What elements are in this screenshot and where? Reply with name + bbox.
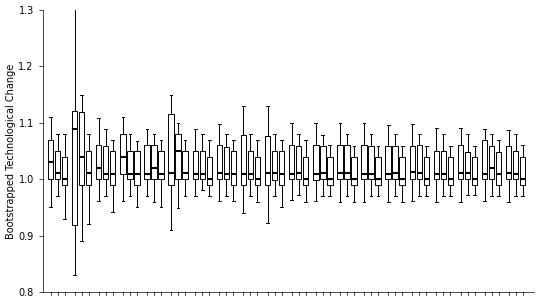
PathPatch shape <box>55 151 60 179</box>
PathPatch shape <box>400 157 405 185</box>
PathPatch shape <box>303 157 308 185</box>
PathPatch shape <box>48 140 53 179</box>
PathPatch shape <box>489 146 495 179</box>
PathPatch shape <box>158 151 164 179</box>
PathPatch shape <box>110 151 116 185</box>
PathPatch shape <box>168 114 174 185</box>
PathPatch shape <box>361 145 367 179</box>
PathPatch shape <box>289 145 294 179</box>
PathPatch shape <box>423 157 429 185</box>
PathPatch shape <box>86 151 91 185</box>
PathPatch shape <box>520 157 525 185</box>
PathPatch shape <box>120 134 126 174</box>
PathPatch shape <box>151 146 157 179</box>
PathPatch shape <box>255 157 260 185</box>
PathPatch shape <box>496 152 501 185</box>
PathPatch shape <box>368 146 374 179</box>
PathPatch shape <box>337 145 343 179</box>
PathPatch shape <box>434 151 439 179</box>
PathPatch shape <box>320 146 326 179</box>
PathPatch shape <box>416 145 422 179</box>
PathPatch shape <box>386 146 391 179</box>
PathPatch shape <box>513 151 518 179</box>
PathPatch shape <box>472 157 477 185</box>
PathPatch shape <box>127 151 133 179</box>
PathPatch shape <box>231 151 236 185</box>
PathPatch shape <box>375 157 381 185</box>
PathPatch shape <box>279 151 285 185</box>
PathPatch shape <box>144 145 150 179</box>
PathPatch shape <box>103 146 109 179</box>
PathPatch shape <box>351 157 356 185</box>
PathPatch shape <box>296 146 301 179</box>
PathPatch shape <box>192 151 198 179</box>
PathPatch shape <box>79 112 84 185</box>
PathPatch shape <box>272 151 278 180</box>
PathPatch shape <box>441 151 446 179</box>
PathPatch shape <box>458 145 463 179</box>
PathPatch shape <box>134 151 140 185</box>
PathPatch shape <box>327 157 333 185</box>
PathPatch shape <box>206 157 212 185</box>
PathPatch shape <box>224 147 229 179</box>
PathPatch shape <box>344 145 350 179</box>
PathPatch shape <box>409 146 415 179</box>
PathPatch shape <box>313 145 319 180</box>
PathPatch shape <box>248 151 253 179</box>
PathPatch shape <box>62 157 68 185</box>
Y-axis label: Bootstrapped Technological Change: Bootstrapped Technological Change <box>5 63 16 239</box>
PathPatch shape <box>96 145 102 179</box>
PathPatch shape <box>265 136 271 185</box>
PathPatch shape <box>482 140 488 179</box>
PathPatch shape <box>393 146 398 179</box>
PathPatch shape <box>506 146 511 179</box>
PathPatch shape <box>448 157 453 185</box>
PathPatch shape <box>465 152 470 179</box>
PathPatch shape <box>72 111 77 225</box>
PathPatch shape <box>183 151 188 179</box>
PathPatch shape <box>176 134 181 179</box>
PathPatch shape <box>199 151 205 179</box>
PathPatch shape <box>217 145 222 179</box>
PathPatch shape <box>241 135 246 185</box>
